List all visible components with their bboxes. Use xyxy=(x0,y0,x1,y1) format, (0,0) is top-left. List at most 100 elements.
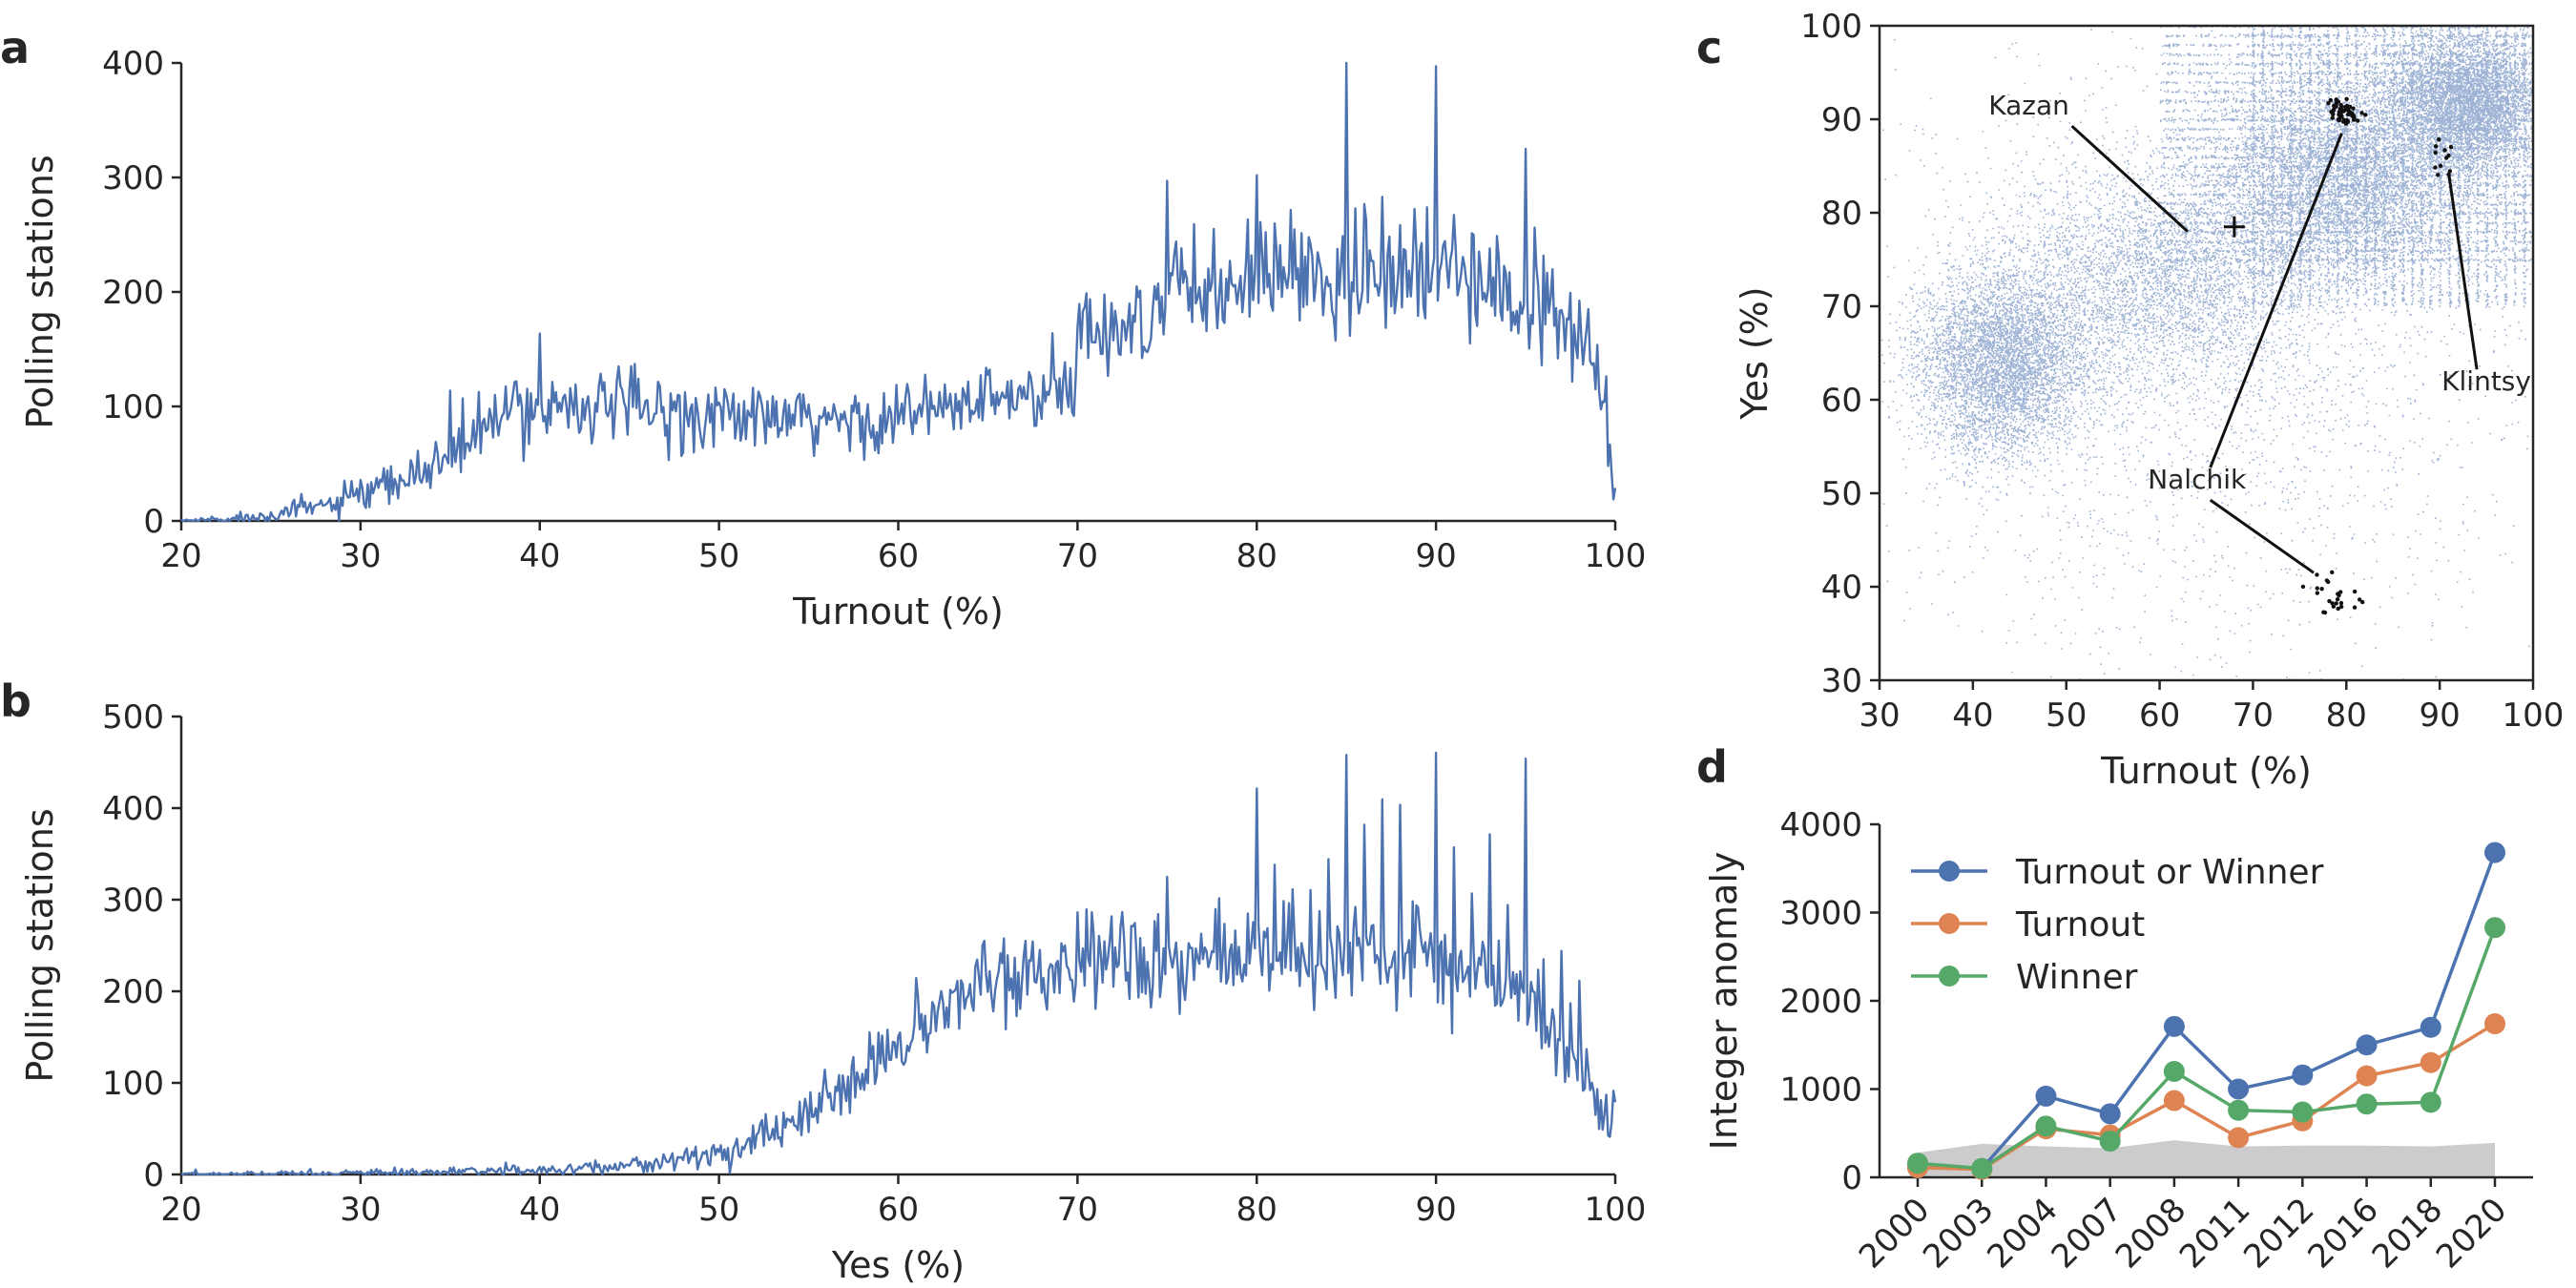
x-tick-label: 80 xyxy=(2326,696,2367,735)
highlight-point xyxy=(2336,117,2341,122)
y-tick-label: 0 xyxy=(143,1156,164,1195)
data-point xyxy=(2163,1090,2185,1111)
x-tick-label: 2003 xyxy=(1916,1191,2001,1276)
data-point xyxy=(1907,1153,1928,1174)
data-point xyxy=(2420,1091,2441,1113)
x-tick-label: 2018 xyxy=(2365,1191,2450,1276)
y-tick-label: 3000 xyxy=(1779,895,1862,933)
x-tick-label: 20 xyxy=(160,537,201,575)
y-tick-label: 500 xyxy=(102,698,164,737)
highlight-point xyxy=(2352,116,2357,121)
data-point xyxy=(2163,1061,2185,1082)
legend-label: Turnout xyxy=(2015,905,2145,945)
x-tick-label: 60 xyxy=(2139,696,2180,735)
annotation-line xyxy=(2209,133,2343,468)
x-tick-label: 40 xyxy=(519,1191,560,1229)
highlight-point xyxy=(2437,136,2441,142)
x-tick-label: 30 xyxy=(1859,696,1900,735)
y-tick-label: 1000 xyxy=(1779,1071,1862,1110)
highlight-point xyxy=(2336,606,2340,612)
x-axis-label: Turnout (%) xyxy=(2100,750,2312,792)
data-point xyxy=(2356,1034,2378,1056)
highlight-point xyxy=(2359,111,2364,115)
x-tick-label: 2016 xyxy=(2300,1191,2385,1276)
y-tick-label: 30 xyxy=(1821,662,1862,700)
data-point xyxy=(2163,1015,2185,1037)
plot-frame xyxy=(1878,24,2535,682)
data-point xyxy=(2484,917,2505,939)
highlight-point xyxy=(2336,99,2341,104)
y-tick-label: 4000 xyxy=(1779,806,1862,844)
highlight-point xyxy=(2447,169,2453,174)
panel-label-d: d xyxy=(1696,741,1728,793)
x-tick-label: 100 xyxy=(1585,537,1647,575)
highlight-point xyxy=(2448,145,2454,150)
highlight-point xyxy=(2359,599,2365,605)
y-tick-label: 400 xyxy=(102,45,164,83)
x-tick-label: 100 xyxy=(1585,1191,1647,1229)
data-point xyxy=(2292,1101,2314,1123)
highlight-point xyxy=(2347,112,2352,116)
highlight-point xyxy=(2328,97,2333,103)
panel-d-integer-anomaly: 0100020003000400020002003200420072008201… xyxy=(1703,806,2533,1277)
highlight-point xyxy=(2338,600,2344,606)
data-point xyxy=(2292,1064,2314,1086)
highlight-point xyxy=(2321,610,2326,614)
legend-swatch-marker xyxy=(1939,913,1960,934)
scatter-point-field xyxy=(1880,26,2533,680)
highlight-point xyxy=(2436,173,2441,177)
data-point xyxy=(2099,1103,2121,1125)
x-tick-label: 2000 xyxy=(1852,1191,1937,1276)
highlight-point xyxy=(2326,100,2331,106)
series-line xyxy=(180,61,1617,523)
annotation-label: Kazan xyxy=(1988,90,2069,121)
data-point xyxy=(2228,1078,2250,1100)
y-tick-label: 100 xyxy=(102,1065,164,1103)
highlight-point xyxy=(2327,598,2332,604)
y-axis-label: Polling stations xyxy=(19,808,61,1082)
highlight-point xyxy=(2352,605,2358,610)
data-point xyxy=(2356,1065,2378,1087)
y-tick-label: 0 xyxy=(1841,1159,1862,1197)
highlight-point xyxy=(2362,113,2368,117)
data-point xyxy=(2484,841,2505,863)
x-axis-label: Turnout (%) xyxy=(792,591,1004,633)
scatter-points xyxy=(1880,26,2533,680)
highlight-point xyxy=(2315,572,2319,577)
x-tick-label: 80 xyxy=(1236,1191,1278,1229)
highlight-point xyxy=(2338,604,2344,610)
y-tick-label: 80 xyxy=(1821,195,1862,233)
panel-label-b: b xyxy=(0,675,31,727)
highlight-point xyxy=(2331,604,2337,609)
y-axis-label: Yes (%) xyxy=(1734,286,1776,420)
data-point xyxy=(2099,1131,2121,1153)
y-tick-label: 400 xyxy=(102,790,164,828)
x-tick-label: 40 xyxy=(519,537,560,575)
highlight-point xyxy=(2330,570,2335,575)
annotation-line xyxy=(2070,124,2189,233)
klintsy-cluster xyxy=(2433,136,2454,177)
highlight-point xyxy=(2334,104,2338,109)
x-tick-label: 2020 xyxy=(2429,1191,2514,1276)
x-tick-label: 40 xyxy=(1952,696,1993,735)
data-point xyxy=(2035,1115,2057,1137)
y-tick-label: 300 xyxy=(102,882,164,920)
null-band xyxy=(1918,1140,2495,1177)
highlight-point xyxy=(2344,96,2349,101)
highlight-point xyxy=(2438,163,2443,169)
x-tick-label: 50 xyxy=(2046,696,2087,735)
x-tick-label: 30 xyxy=(340,1191,381,1229)
panel-b-yes-histogram: 20 30 40 50 60 70 80 90 100 0 100 200 300 400 500 Yes (… xyxy=(19,698,1646,1286)
data-point xyxy=(2228,1127,2250,1149)
highlight-point xyxy=(2319,586,2324,592)
y-axis-label: Polling stations xyxy=(19,155,61,428)
series-line xyxy=(180,751,1617,1176)
y-tick-label: 2000 xyxy=(1779,983,1862,1021)
highlight-point xyxy=(2339,105,2344,110)
highlight-point xyxy=(2341,119,2346,124)
x-tick-label: 70 xyxy=(2233,696,2274,735)
y-tick-label: 90 xyxy=(1821,101,1862,139)
highlight-point xyxy=(2351,106,2356,111)
x-tick-label: 2012 xyxy=(2236,1191,2321,1276)
